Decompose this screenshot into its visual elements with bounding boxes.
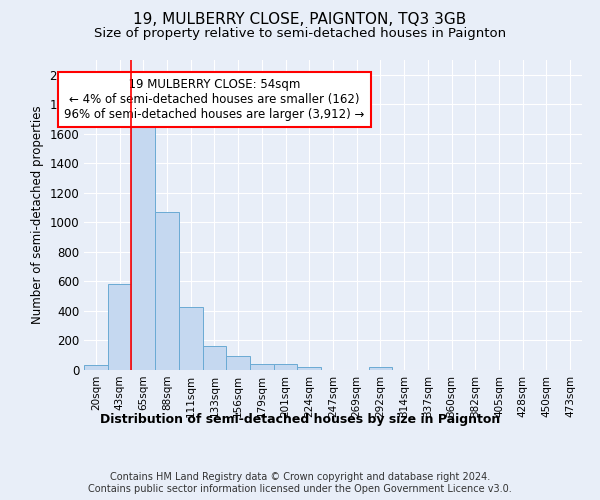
Bar (250, 364, 274, 370)
Bar (368, 367, 392, 370)
Text: Contains HM Land Registry data © Crown copyright and database right 2024.
Contai: Contains HM Land Registry data © Crown c… (88, 472, 512, 494)
Y-axis label: Number of semi-detached properties: Number of semi-detached properties (31, 106, 44, 324)
Bar (131, 124, 155, 370)
Bar (84, 365, 108, 370)
Text: 19 MULBERRY CLOSE: 54sqm  
← 4% of semi-detached houses are smaller (162)
96% of: 19 MULBERRY CLOSE: 54sqm ← 4% of semi-de… (64, 78, 365, 120)
Bar (108, 284, 131, 370)
Bar (155, 212, 179, 370)
Bar (274, 364, 298, 370)
Text: Size of property relative to semi-detached houses in Paignton: Size of property relative to semi-detach… (94, 28, 506, 40)
Bar (179, 306, 203, 370)
Bar (298, 367, 321, 370)
Text: 19, MULBERRY CLOSE, PAIGNTON, TQ3 3GB: 19, MULBERRY CLOSE, PAIGNTON, TQ3 3GB (133, 12, 467, 28)
Bar (226, 356, 250, 370)
Text: Distribution of semi-detached houses by size in Paignton: Distribution of semi-detached houses by … (100, 412, 500, 426)
Bar (203, 346, 226, 370)
